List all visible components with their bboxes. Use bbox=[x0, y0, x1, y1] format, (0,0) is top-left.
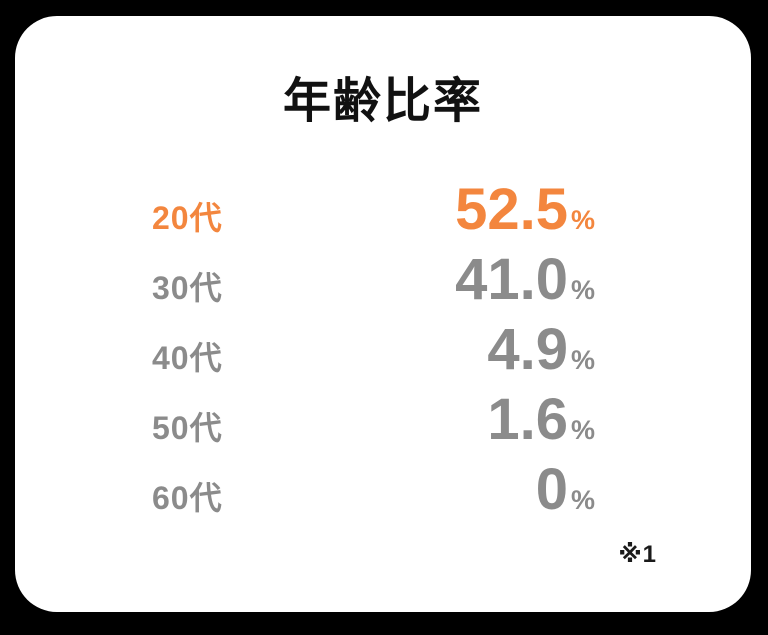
percentage-number: 0 bbox=[535, 457, 568, 522]
percentage-value: 52.5% bbox=[455, 175, 595, 245]
percent-sign: % bbox=[570, 485, 595, 515]
chart-title: 年齢比率 bbox=[282, 75, 483, 128]
percentage-number: 52.5 bbox=[455, 177, 568, 242]
age-ratio-list: 20代 52.5% 30代 41.0% 40代 4.9% 50代 1.6% 60… bbox=[152, 175, 595, 525]
percentage-number: 41.0 bbox=[455, 247, 568, 312]
age-group-label: 30代 bbox=[152, 270, 223, 306]
percentage-value: 41.0% bbox=[455, 245, 595, 315]
list-item-60s: 60代 0% bbox=[152, 455, 595, 525]
percentage-number: 4.9 bbox=[487, 317, 568, 382]
footnote: ※1 bbox=[618, 541, 657, 568]
percentage-number: 1.6 bbox=[487, 387, 568, 452]
percentage-value: 1.6% bbox=[487, 385, 595, 455]
stats-card: 年齢比率 20代 52.5% 30代 41.0% 40代 4.9% 50代 1.… bbox=[15, 16, 751, 612]
age-group-label: 60代 bbox=[152, 480, 223, 516]
percent-sign: % bbox=[570, 205, 595, 235]
percentage-value: 4.9% bbox=[487, 315, 595, 385]
list-item-50s: 50代 1.6% bbox=[152, 385, 595, 455]
list-item-30s: 30代 41.0% bbox=[152, 245, 595, 315]
percent-sign: % bbox=[570, 275, 595, 305]
list-item-20s: 20代 52.5% bbox=[152, 175, 595, 245]
age-group-label: 20代 bbox=[152, 200, 223, 236]
percent-sign: % bbox=[570, 415, 595, 445]
percent-sign: % bbox=[570, 345, 595, 375]
list-item-40s: 40代 4.9% bbox=[152, 315, 595, 385]
percentage-value: 0% bbox=[536, 455, 595, 525]
age-group-label: 50代 bbox=[152, 410, 223, 446]
age-group-label: 40代 bbox=[152, 340, 223, 376]
